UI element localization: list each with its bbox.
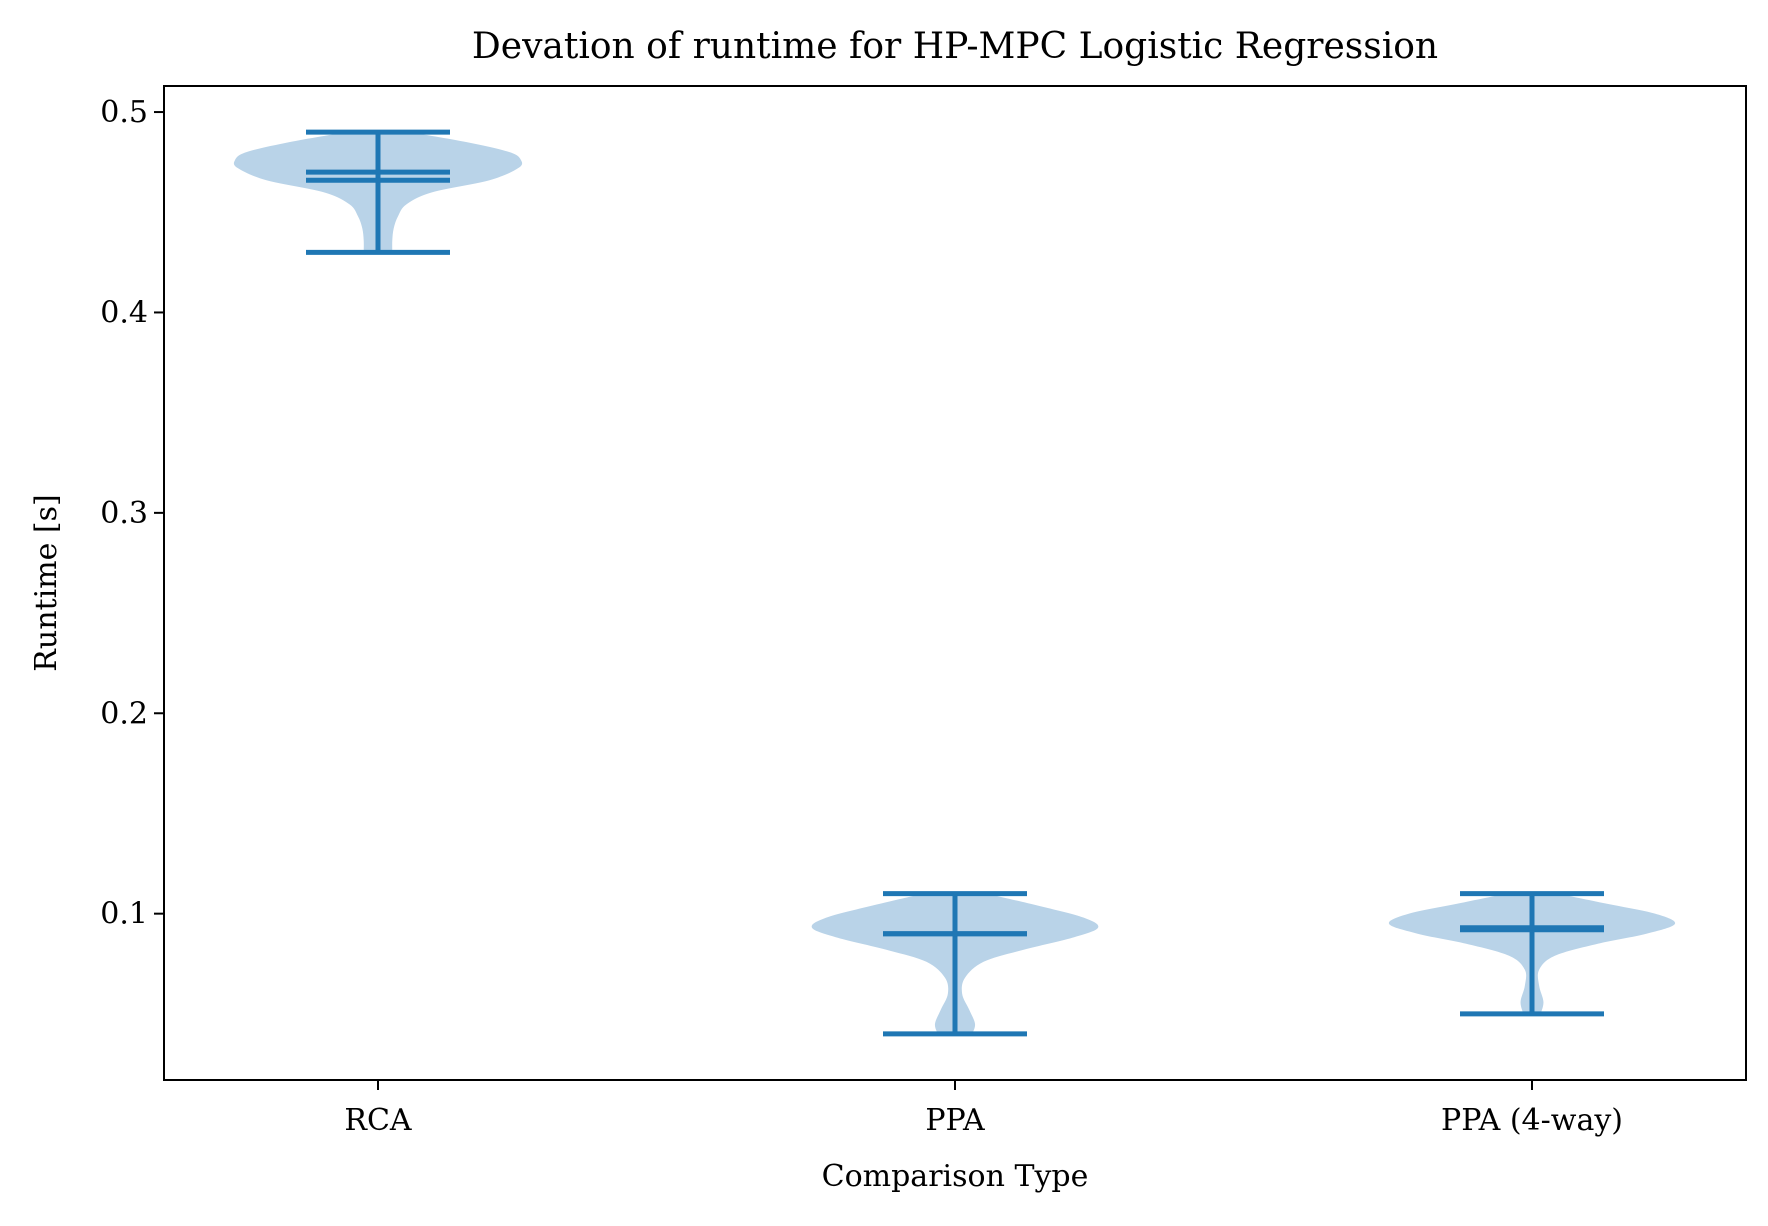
chart-title: Devation of runtime for HP-MPC Logistic … xyxy=(472,26,1438,67)
axes: RCA PPA PPA (4-way) 0.1 0.2 0.3 0.4 0.5 xyxy=(100,95,1623,1138)
y-tick-label-3: 0.4 xyxy=(100,295,148,330)
x-axis-title: Comparison Type xyxy=(822,1159,1089,1194)
x-tick-label-ppa: PPA xyxy=(925,1103,985,1138)
y-tick-label-4: 0.5 xyxy=(100,95,148,130)
y-tick-label-1: 0.2 xyxy=(100,696,148,731)
y-axis-title: Runtime [s] xyxy=(29,494,64,671)
y-tick-label-0: 0.1 xyxy=(100,897,148,932)
x-tick-label-rca: RCA xyxy=(344,1103,412,1138)
y-tick-label-2: 0.3 xyxy=(100,496,148,531)
plot-area xyxy=(233,129,1676,1037)
x-tick-label-ppa-4-way: PPA (4-way) xyxy=(1441,1103,1623,1138)
